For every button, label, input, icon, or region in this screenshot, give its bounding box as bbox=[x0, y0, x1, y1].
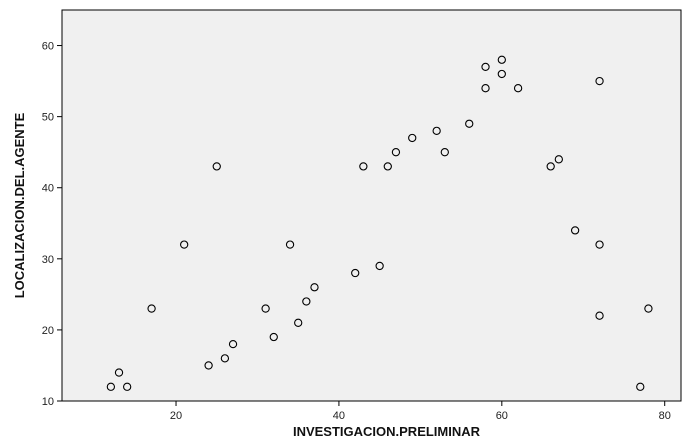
x-tick-label: 80 bbox=[659, 410, 671, 422]
data-point bbox=[465, 119, 474, 128]
y-axis-ticks: 10 20 30 40 50 60 bbox=[42, 41, 62, 408]
data-point bbox=[440, 148, 449, 157]
data-point bbox=[497, 69, 506, 79]
y-tick-label: 10 bbox=[42, 396, 54, 408]
data-point bbox=[570, 226, 580, 235]
data-point bbox=[302, 297, 311, 306]
y-tick-label: 30 bbox=[42, 254, 54, 266]
data-point bbox=[595, 240, 604, 249]
data-point bbox=[554, 155, 563, 164]
x-axis-ticks: 20 40 60 80 bbox=[170, 401, 671, 422]
data-point bbox=[383, 162, 392, 171]
data-points bbox=[106, 55, 653, 391]
y-tick-label: 60 bbox=[42, 41, 54, 53]
x-tick-label: 20 bbox=[170, 410, 182, 422]
data-point bbox=[212, 162, 221, 171]
plot-area bbox=[61, 9, 682, 402]
data-point bbox=[269, 332, 278, 342]
x-axis-title: INVESTIGACION.PRELIMINAR bbox=[293, 424, 481, 439]
data-point bbox=[123, 382, 132, 391]
data-point bbox=[114, 368, 124, 377]
y-tick-label: 20 bbox=[42, 325, 54, 337]
x-tick-label: 60 bbox=[496, 410, 508, 422]
data-point bbox=[294, 318, 303, 327]
data-point bbox=[595, 311, 604, 320]
data-point bbox=[351, 268, 360, 278]
data-point bbox=[180, 240, 189, 249]
data-point bbox=[513, 84, 523, 93]
data-point bbox=[644, 304, 653, 313]
data-point bbox=[359, 162, 368, 171]
y-axis-title: LOCALIZACION.DEL.AGENTE bbox=[12, 112, 27, 298]
data-point bbox=[204, 361, 213, 370]
data-point bbox=[481, 62, 490, 72]
data-point bbox=[595, 76, 604, 86]
data-point bbox=[285, 240, 295, 249]
data-point bbox=[636, 382, 645, 391]
data-point bbox=[546, 162, 555, 171]
data-point bbox=[497, 55, 506, 64]
data-point bbox=[391, 148, 401, 157]
data-point bbox=[408, 133, 417, 143]
y-tick-label: 40 bbox=[42, 183, 54, 195]
data-point bbox=[228, 339, 238, 349]
x-tick-label: 40 bbox=[333, 410, 345, 422]
data-point bbox=[147, 304, 156, 313]
data-point bbox=[310, 283, 319, 292]
y-tick-label: 50 bbox=[42, 112, 54, 124]
data-point bbox=[481, 84, 490, 93]
data-point bbox=[220, 354, 230, 363]
data-point bbox=[375, 261, 384, 271]
data-point bbox=[432, 126, 441, 136]
data-point bbox=[261, 304, 270, 313]
data-point bbox=[106, 382, 116, 391]
